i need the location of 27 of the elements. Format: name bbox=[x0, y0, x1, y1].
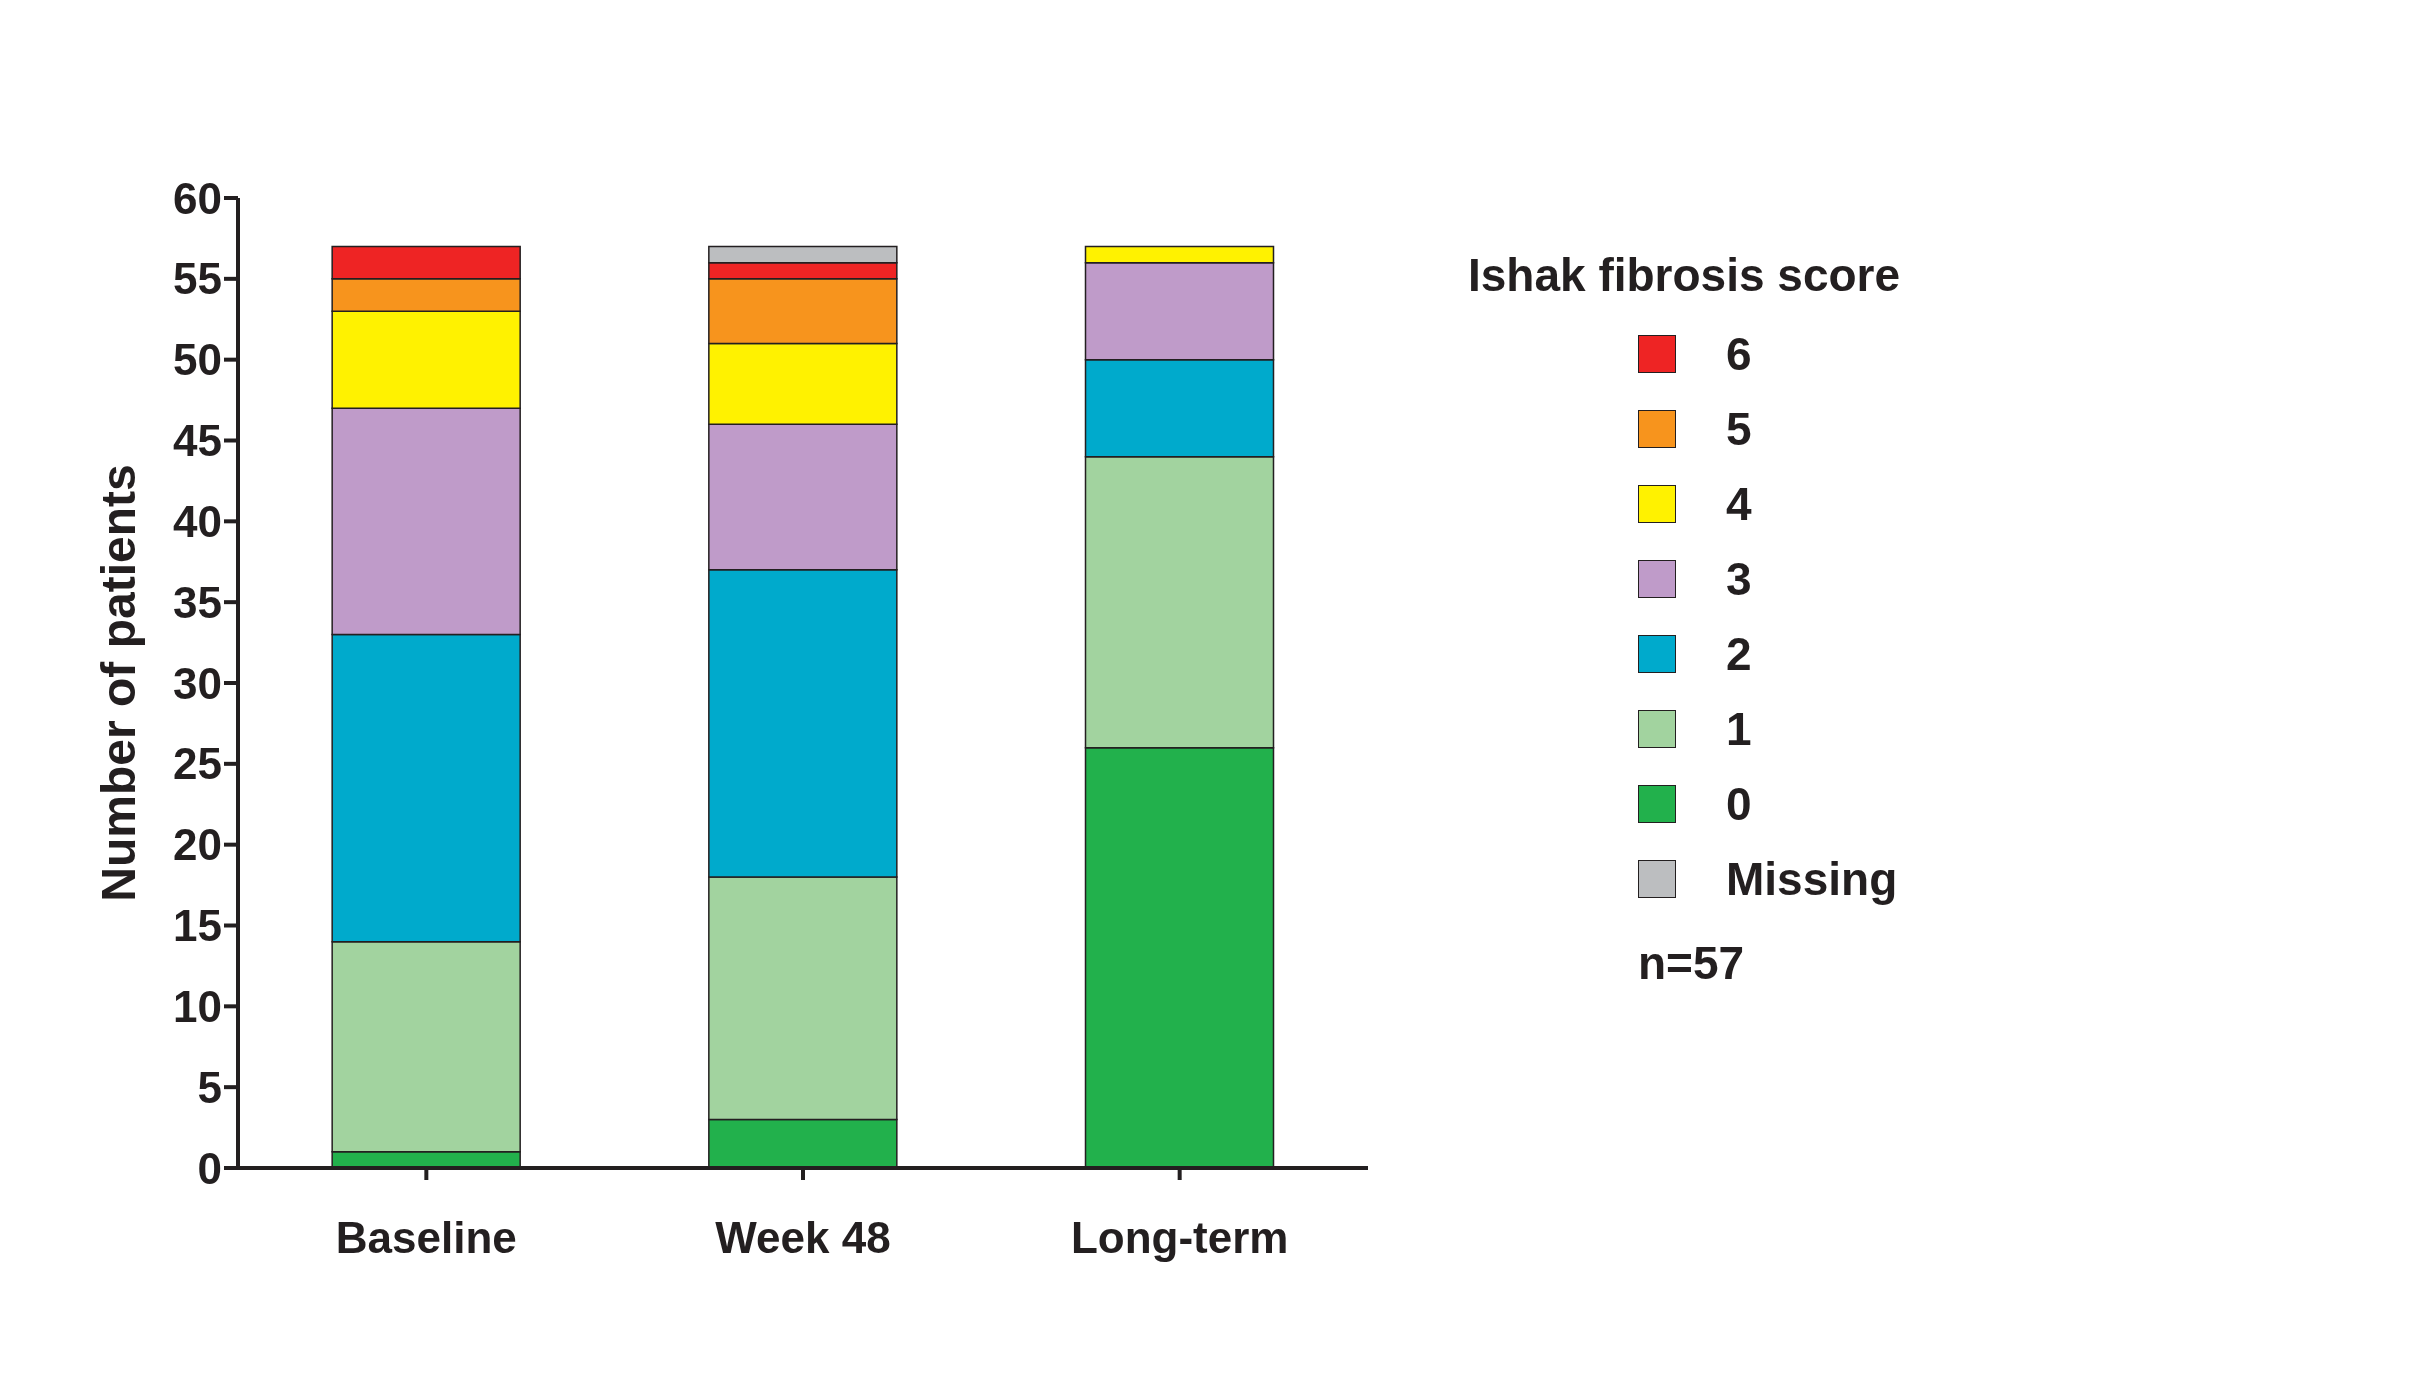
legend-label: 1 bbox=[1726, 701, 1752, 756]
text: n=57 bbox=[1637, 936, 1746, 990]
legend-title: Ishak fibrosis score bbox=[1468, 248, 1902, 302]
y-tick-label: 20 bbox=[173, 820, 222, 870]
legend-label: 3 bbox=[1726, 551, 1752, 606]
y-tick-label: 10 bbox=[173, 981, 222, 1031]
x-tick-label: Long-term bbox=[1070, 1213, 1289, 1263]
y-tick-label: 5 bbox=[197, 1062, 222, 1112]
y-tick-label: 15 bbox=[173, 901, 222, 951]
y-tick-label: 35 bbox=[173, 577, 222, 627]
y-tick-label: 50 bbox=[173, 335, 222, 385]
y-tick-label: 55 bbox=[173, 254, 222, 304]
y-tick-label: 0 bbox=[197, 1143, 222, 1193]
y-tick-label: 30 bbox=[173, 658, 222, 708]
x-tick-label: Week 48 bbox=[715, 1213, 891, 1263]
legend-label: 5 bbox=[1726, 401, 1752, 456]
y-tick-label: 45 bbox=[173, 416, 222, 466]
legend-label: 0 bbox=[1726, 776, 1752, 831]
y-tick-label: 40 bbox=[173, 496, 222, 546]
legend-label: 2 bbox=[1726, 626, 1752, 681]
y-axis-title: Number of patients bbox=[92, 464, 146, 902]
legend-label: Missing bbox=[1726, 851, 1898, 906]
y-tick-label: 60 bbox=[173, 173, 222, 223]
y-tick-label: 25 bbox=[173, 739, 222, 789]
legend-label: 4 bbox=[1726, 476, 1752, 531]
legend-label: 6 bbox=[1726, 326, 1752, 381]
x-tick-label: Baseline bbox=[335, 1213, 517, 1263]
